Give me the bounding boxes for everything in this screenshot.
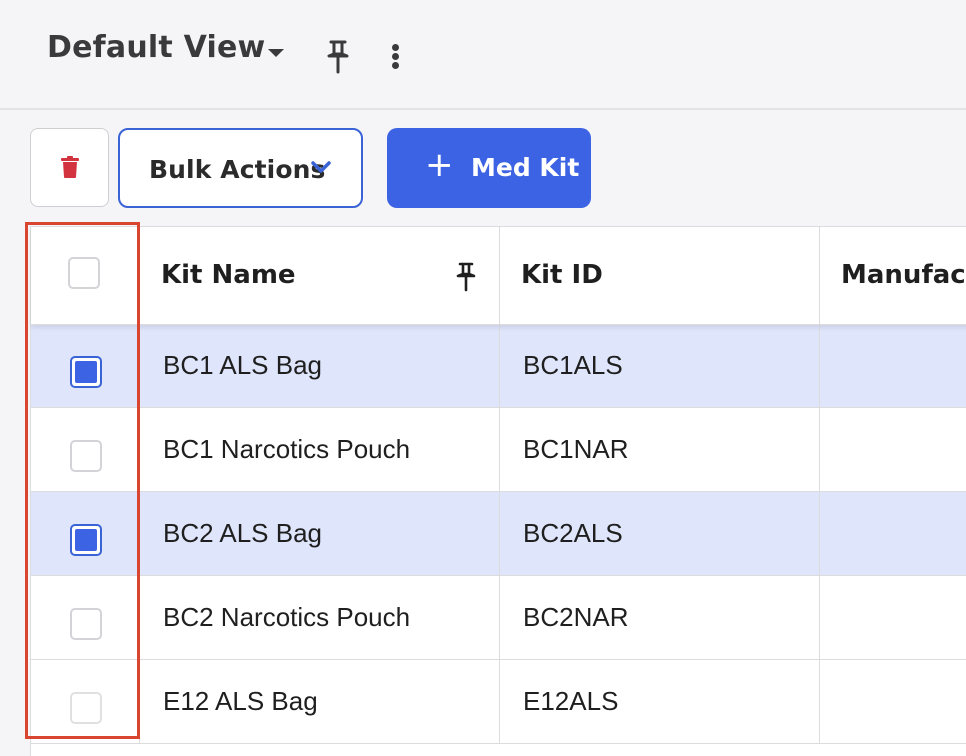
- kit-id-cell: BC1NAR: [500, 408, 820, 492]
- bulk-actions-dropdown[interactable]: Bulk Actions: [118, 128, 363, 208]
- kit-name-cell: BC1 Narcotics Pouch: [140, 408, 500, 492]
- row-checkbox[interactable]: [70, 608, 102, 640]
- bulk-actions-label: Bulk Actions: [149, 155, 326, 184]
- select-column-header: [31, 227, 140, 324]
- plus-icon: +: [425, 145, 454, 185]
- pin-icon[interactable]: [456, 262, 476, 292]
- delete-button[interactable]: [30, 128, 109, 207]
- row-select-cell: [31, 408, 140, 492]
- table-row[interactable]: BC2 ALS Bag BC2ALS: [31, 492, 966, 576]
- row-select-cell: [31, 660, 140, 744]
- view-title[interactable]: Default View: [47, 30, 266, 65]
- row-select-cell: [31, 324, 140, 408]
- row-select-cell: [31, 492, 140, 576]
- kit-name-cell: BC2 ALS Bag: [140, 492, 500, 576]
- manufacturer-cell: [820, 408, 966, 492]
- kit-name-cell: BC2 Narcotics Pouch: [140, 576, 500, 660]
- kit-name: BC1 Narcotics Pouch: [163, 434, 411, 464]
- table-row[interactable]: BC1 ALS Bag BC1ALS: [31, 324, 966, 408]
- table-body: BC1 ALS Bag BC1ALS BC1 Narcotics Pouch B…: [31, 324, 966, 744]
- kebab-menu-icon[interactable]: [386, 40, 406, 70]
- column-header-manufacturer[interactable]: Manufact: [820, 227, 966, 324]
- kit-name-cell: E12 ALS Bag: [140, 660, 500, 744]
- row-checkbox[interactable]: [70, 524, 102, 556]
- kit-id-cell: E12ALS: [500, 660, 820, 744]
- kit-name: BC1 ALS Bag: [163, 350, 322, 380]
- kit-name: BC2 Narcotics Pouch: [163, 602, 411, 632]
- manufacturer-cell: [820, 576, 966, 660]
- add-med-kit-label: Med Kit: [471, 153, 580, 182]
- kit-name-cell: BC1 ALS Bag: [140, 324, 500, 408]
- select-all-checkbox[interactable]: [68, 257, 100, 289]
- kit-id: BC2NAR: [523, 602, 629, 632]
- med-kit-table: Kit Name Kit ID Manufact BC1 ALS Bag BC1…: [30, 226, 966, 756]
- manufacturer-cell: [820, 492, 966, 576]
- view-header: Default View: [0, 0, 966, 110]
- kit-id-cell: BC2NAR: [500, 576, 820, 660]
- row-checkbox[interactable]: [70, 692, 102, 724]
- pin-icon[interactable]: [326, 40, 350, 74]
- column-header-label: Manufact: [841, 260, 966, 290]
- kit-id-cell: BC1ALS: [500, 324, 820, 408]
- column-header-kit-id[interactable]: Kit ID: [500, 227, 820, 324]
- column-header-label: Kit ID: [521, 260, 603, 290]
- add-med-kit-button[interactable]: + Med Kit: [387, 128, 591, 208]
- kit-id: BC2ALS: [523, 518, 623, 548]
- row-checkbox[interactable]: [70, 440, 102, 472]
- manufacturer-cell: [820, 660, 966, 744]
- chevron-down-icon[interactable]: [268, 49, 284, 57]
- kit-id: BC1NAR: [523, 434, 629, 464]
- row-checkbox[interactable]: [70, 356, 102, 388]
- kit-name: E12 ALS Bag: [163, 686, 318, 716]
- chevron-down-icon: [311, 161, 331, 173]
- table-row[interactable]: BC2 Narcotics Pouch BC2NAR: [31, 576, 966, 660]
- manufacturer-cell: [820, 324, 966, 408]
- table-row[interactable]: E12 ALS Bag E12ALS: [31, 660, 966, 744]
- trash-icon: [61, 156, 79, 178]
- column-header-kit-name[interactable]: Kit Name: [140, 227, 500, 324]
- kit-name: BC2 ALS Bag: [163, 518, 322, 548]
- kit-id: E12ALS: [523, 686, 619, 716]
- column-header-label: Kit Name: [161, 260, 296, 290]
- table-header: Kit Name Kit ID Manufact: [31, 227, 966, 325]
- table-row[interactable]: BC1 Narcotics Pouch BC1NAR: [31, 408, 966, 492]
- kit-id: BC1ALS: [523, 350, 623, 380]
- row-select-cell: [31, 576, 140, 660]
- kit-id-cell: BC2ALS: [500, 492, 820, 576]
